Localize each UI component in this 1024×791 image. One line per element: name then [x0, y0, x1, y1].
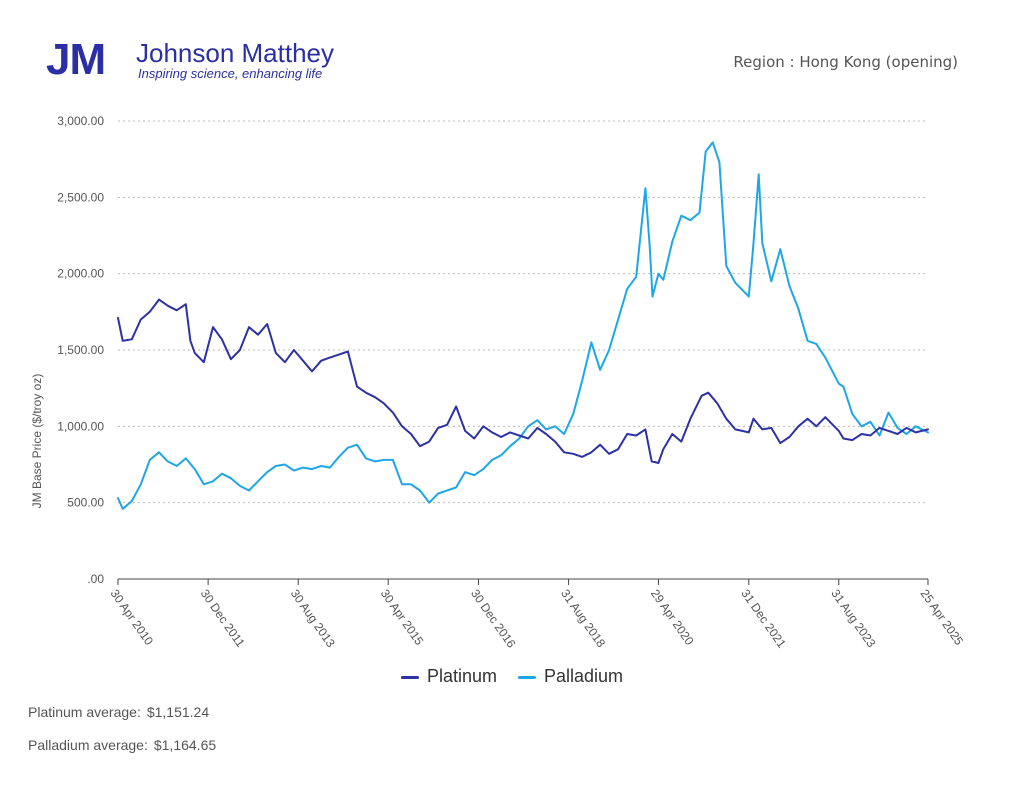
- platinum-average: Platinum average: $1,151.24: [28, 704, 209, 720]
- y-tick-label: .00: [87, 572, 104, 586]
- chart-legend: Platinum Palladium: [0, 666, 1024, 687]
- y-tick-label: 2,000.00: [57, 267, 104, 281]
- x-tick-label: 31 Aug 2023: [828, 587, 878, 651]
- x-tick-label: 29 Apr 2020: [648, 587, 697, 648]
- x-tick-label: 30 Apr 2015: [378, 587, 427, 648]
- legend-item-palladium[interactable]: Palladium: [518, 666, 623, 687]
- x-tick-label: 30 Dec 2011: [198, 587, 248, 650]
- palladium-average: Palladium average: $1,164.65: [28, 737, 216, 753]
- x-tick-label: 30 Aug 2013: [288, 587, 338, 651]
- x-axis: 30 Apr 2010 30 Dec 2011 30 Aug 2013 30 Apr …: [108, 578, 967, 651]
- logo-tagline: Inspiring science, enhancing life: [138, 66, 323, 81]
- legend-swatch-palladium: [518, 675, 536, 679]
- y-tick-label: 2,500.00: [57, 190, 104, 204]
- x-tick-label: 31 Dec 2021: [738, 587, 789, 651]
- y-axis-title: JM Base Price ($/troy oz): [30, 374, 44, 509]
- palladium-average-value: $1,164.65: [153, 737, 217, 753]
- platinum-average-label: Platinum average:: [28, 704, 141, 720]
- chart-gridlines: [118, 120, 928, 504]
- chart-series: [117, 141, 929, 510]
- x-tick-label: 25 Apr 2025: [918, 587, 967, 648]
- x-tick-label: 30 Dec 2016: [468, 587, 519, 651]
- y-tick-label: 3,000.00: [57, 114, 104, 128]
- legend-item-platinum[interactable]: Platinum: [400, 666, 497, 687]
- series-line-palladium: [117, 141, 929, 510]
- series-line-platinum: [117, 298, 929, 464]
- y-axis: .00 500.00 1,000.00 1,500.00 2,000.00 2,500.0…: [57, 114, 104, 586]
- legend-label-palladium: Palladium: [544, 666, 624, 686]
- x-tick-label: 30 Apr 2010: [108, 587, 157, 648]
- x-tick-label: 31 Aug 2018: [558, 587, 608, 651]
- logo-company-name: Johnson Matthey: [136, 38, 335, 68]
- y-tick-label: 1,000.00: [57, 419, 104, 433]
- region-label: Region : Hong Kong (opening): [733, 53, 958, 71]
- palladium-average-label: Palladium average:: [28, 737, 148, 753]
- legend-swatch-platinum: [400, 675, 419, 679]
- platinum-average-value: $1,151.24: [146, 704, 210, 720]
- y-tick-label: 1,500.00: [57, 343, 104, 357]
- legend-label-platinum: Platinum: [426, 666, 497, 686]
- logo-monogram: JM: [46, 35, 106, 84]
- price-line-chart: .00 500.00 1,000.00 1,500.00 2,000.00 2,500.0…: [30, 114, 967, 651]
- y-tick-label: 500.00: [67, 496, 104, 510]
